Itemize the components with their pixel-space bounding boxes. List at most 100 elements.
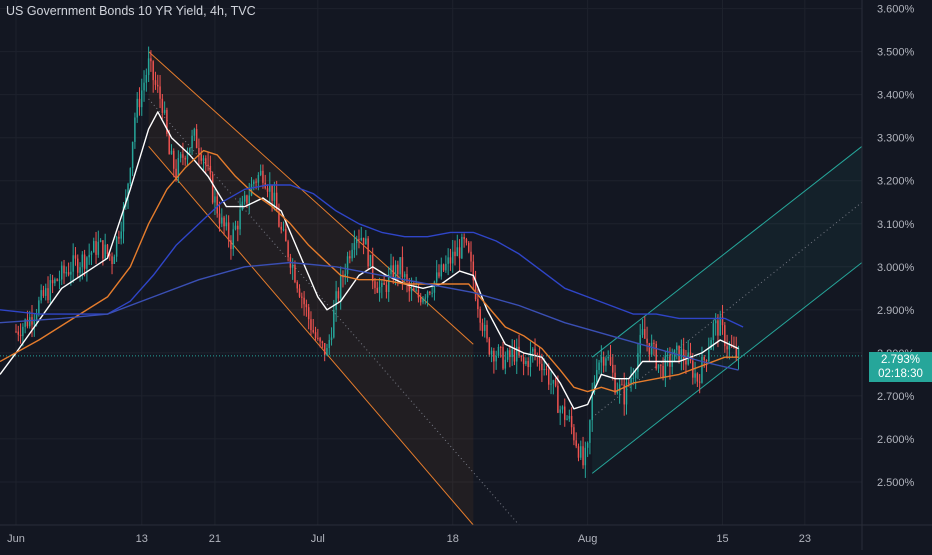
candle-body	[193, 129, 196, 136]
candle-body	[321, 341, 324, 344]
candle-body	[632, 377, 635, 379]
candle-body	[397, 264, 399, 275]
candle-body	[63, 265, 65, 274]
candle-body	[646, 338, 648, 343]
candle-body	[467, 242, 470, 252]
candle-body	[616, 391, 619, 394]
candle-body	[312, 330, 314, 333]
candle-body	[600, 356, 603, 363]
candle-body	[330, 337, 333, 341]
candle-body	[678, 345, 680, 362]
candle-body	[26, 319, 29, 327]
x-tick-label: 21	[209, 533, 221, 545]
candle-body	[589, 420, 591, 443]
candle-body	[522, 357, 525, 365]
moving-average-line[interactable]	[0, 149, 739, 393]
candle-body	[714, 320, 717, 324]
price-axis[interactable]: 3.600% 3.500% 3.400% 3.300% 3.200% 3.100% 3.00…	[877, 4, 915, 489]
candle-body	[550, 383, 552, 385]
moving-averages	[0, 111, 744, 410]
candle-body	[298, 288, 301, 297]
candle-body	[230, 240, 232, 250]
candle-body	[335, 291, 337, 310]
candle-body	[525, 361, 527, 365]
candle-body	[305, 304, 308, 308]
candle-body	[346, 256, 349, 274]
candle-body	[541, 363, 543, 371]
candle-body	[623, 384, 625, 405]
channel-upper-line[interactable]	[591, 145, 863, 358]
candle-body	[301, 296, 303, 298]
candle-body	[54, 279, 56, 284]
candle-body	[65, 272, 68, 274]
candle-body	[353, 243, 356, 250]
candle-body	[392, 265, 395, 281]
candle-body	[545, 368, 548, 370]
candle-body	[666, 354, 669, 356]
candle-body	[376, 287, 379, 293]
candle-body	[113, 256, 116, 264]
x-tick-label: 15	[716, 533, 728, 545]
candle-body	[145, 74, 148, 83]
candle-body	[712, 323, 715, 341]
candle-body	[24, 319, 26, 327]
candle-body	[79, 267, 81, 273]
candle-body	[122, 206, 125, 232]
y-tick-label: 3.500%	[877, 47, 915, 59]
candle-body	[513, 349, 516, 362]
candle-body	[586, 442, 589, 448]
candle-body	[159, 86, 161, 99]
candle-body	[682, 349, 685, 361]
candle-body	[671, 360, 673, 367]
candle-body	[515, 346, 518, 362]
candle-body	[60, 265, 63, 280]
candle-body	[580, 446, 582, 458]
candle-body	[42, 290, 45, 296]
candle-body	[454, 251, 456, 257]
candle-body	[147, 58, 150, 75]
candle-body	[472, 261, 475, 281]
candle-body	[296, 282, 298, 289]
candle-body	[573, 427, 575, 441]
candle-body	[431, 292, 433, 294]
channel-upper-line[interactable]	[148, 51, 474, 345]
time-axis[interactable]: Jun 13 21 Jul 18 Aug 15 23	[7, 533, 811, 545]
candle-body	[493, 350, 495, 362]
moving-average-line[interactable]	[0, 111, 739, 410]
candle-body	[175, 168, 177, 178]
moving-average-line[interactable]	[0, 184, 744, 328]
candle-body	[442, 264, 445, 271]
candle-body	[435, 272, 438, 282]
candle-body	[314, 332, 317, 338]
candle-body	[70, 271, 72, 275]
candle-body	[351, 249, 353, 259]
candle-body	[568, 415, 571, 419]
candle-body	[390, 265, 392, 275]
candle-body	[710, 340, 712, 350]
candle-body	[200, 154, 202, 161]
candle-body	[319, 338, 321, 342]
candle-body	[591, 392, 593, 421]
y-tick-label: 3.300%	[877, 133, 915, 145]
candle-body	[673, 349, 676, 361]
candle-body	[456, 247, 459, 257]
candle-body	[641, 329, 644, 335]
candle-body	[701, 357, 703, 383]
y-tick-label: 3.200%	[877, 176, 915, 188]
candle-body	[385, 284, 388, 292]
candle-body	[479, 309, 481, 323]
candle-body	[209, 165, 212, 175]
candle-body	[570, 415, 573, 428]
candle-body	[644, 329, 646, 339]
moving-average-line[interactable]	[0, 261, 739, 371]
candle-body	[488, 338, 491, 355]
candle-body	[422, 298, 424, 303]
last-price-value: 2.793%	[880, 354, 920, 366]
candle-body	[166, 109, 168, 134]
candle-body	[628, 382, 630, 384]
candle-body	[99, 240, 102, 242]
candle-body	[307, 307, 310, 320]
candle-body	[483, 324, 486, 331]
